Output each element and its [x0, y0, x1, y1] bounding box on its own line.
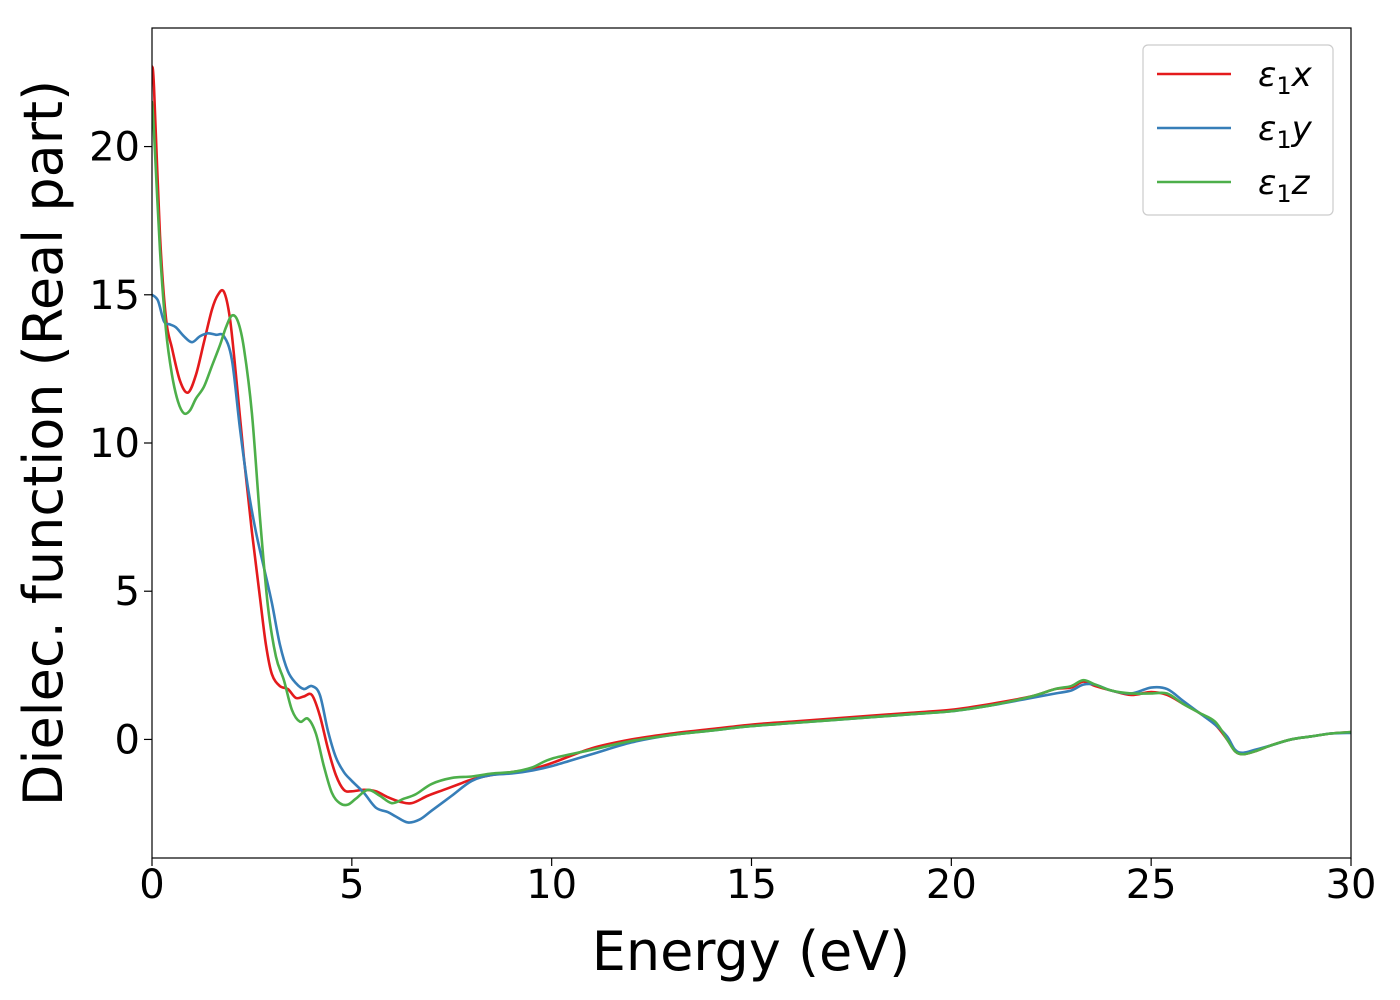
- legend-subscript: 1: [1276, 126, 1291, 154]
- series-line-y: [152, 293, 1351, 824]
- legend-subscript: 1: [1276, 180, 1291, 208]
- y-tick-label: 15: [89, 273, 140, 319]
- x-tick-label: 5: [339, 862, 364, 908]
- legend-subscript: 1: [1276, 72, 1291, 100]
- y-axis: 0 5 10 15 20: [89, 125, 152, 763]
- x-axis-label: Energy (eV): [592, 920, 911, 983]
- series-lines: [152, 65, 1351, 824]
- y-tick-label: 5: [115, 569, 140, 615]
- x-axis: 0 5 10 15 20 25 30: [139, 858, 1376, 908]
- x-tick-label: 0: [139, 862, 164, 908]
- x-tick-label: 30: [1326, 862, 1377, 908]
- legend-symbol: ε: [1258, 55, 1276, 95]
- x-tick-label: 15: [726, 862, 777, 908]
- y-axis-label: Dielec. function (Real part): [12, 80, 75, 806]
- y-tick-label: 20: [89, 125, 140, 171]
- legend-box: [1142, 44, 1334, 216]
- legend-variable: y: [1291, 109, 1313, 149]
- x-tick-label: 25: [1126, 862, 1177, 908]
- x-tick-label: 20: [926, 862, 977, 908]
- legend-label-z: ε1z: [1258, 163, 1311, 208]
- series-line-z: [152, 100, 1351, 807]
- x-tick-label: 10: [526, 862, 577, 908]
- legend-symbol: ε: [1258, 109, 1276, 149]
- legend-variable: z: [1291, 163, 1311, 203]
- y-tick-label: 10: [89, 421, 140, 467]
- legend-symbol: ε: [1258, 163, 1276, 203]
- legend-variable: x: [1291, 55, 1313, 95]
- legend-label-x: ε1x: [1258, 55, 1313, 100]
- y-tick-label: 0: [115, 717, 140, 763]
- legend-label-y: ε1y: [1258, 109, 1313, 154]
